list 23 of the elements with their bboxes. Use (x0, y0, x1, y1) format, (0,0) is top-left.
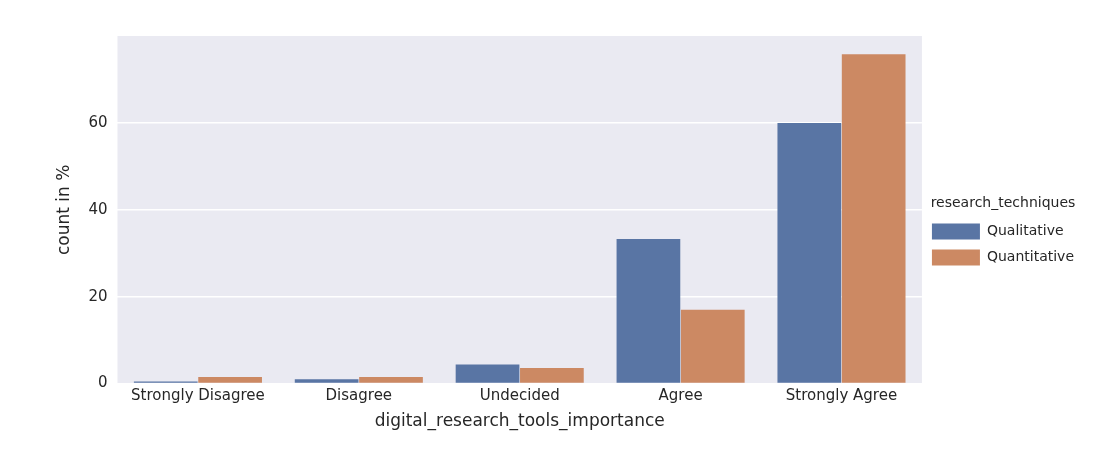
y-axis-title: count in % (52, 164, 73, 256)
bar (841, 54, 906, 383)
x-tick-label: Strongly Agree (785, 386, 898, 405)
bar (520, 367, 584, 383)
y-tick-label: 40 (88, 199, 108, 218)
x-axis-title: digital_research_tools_importance (374, 410, 665, 432)
x-tick-label: Strongly Disagree (131, 386, 265, 405)
y-tick-label: 0 (97, 373, 108, 392)
bar (777, 122, 842, 383)
legend-title: research_techniques (930, 194, 1076, 211)
bar (680, 309, 745, 383)
x-tick-label: Undecided (479, 386, 560, 405)
y-tick-label: 20 (88, 286, 108, 305)
x-tick-label: Agree (658, 386, 703, 405)
bar (294, 379, 359, 383)
bar (616, 238, 681, 383)
legend-label: Quantitative (986, 248, 1075, 265)
legend-label: Qualitative (986, 222, 1064, 239)
y-tick-label: 60 (88, 112, 108, 131)
bar (198, 377, 262, 383)
bar (455, 364, 520, 383)
x-tick-label: Disagree (325, 386, 393, 405)
bar (359, 377, 423, 383)
